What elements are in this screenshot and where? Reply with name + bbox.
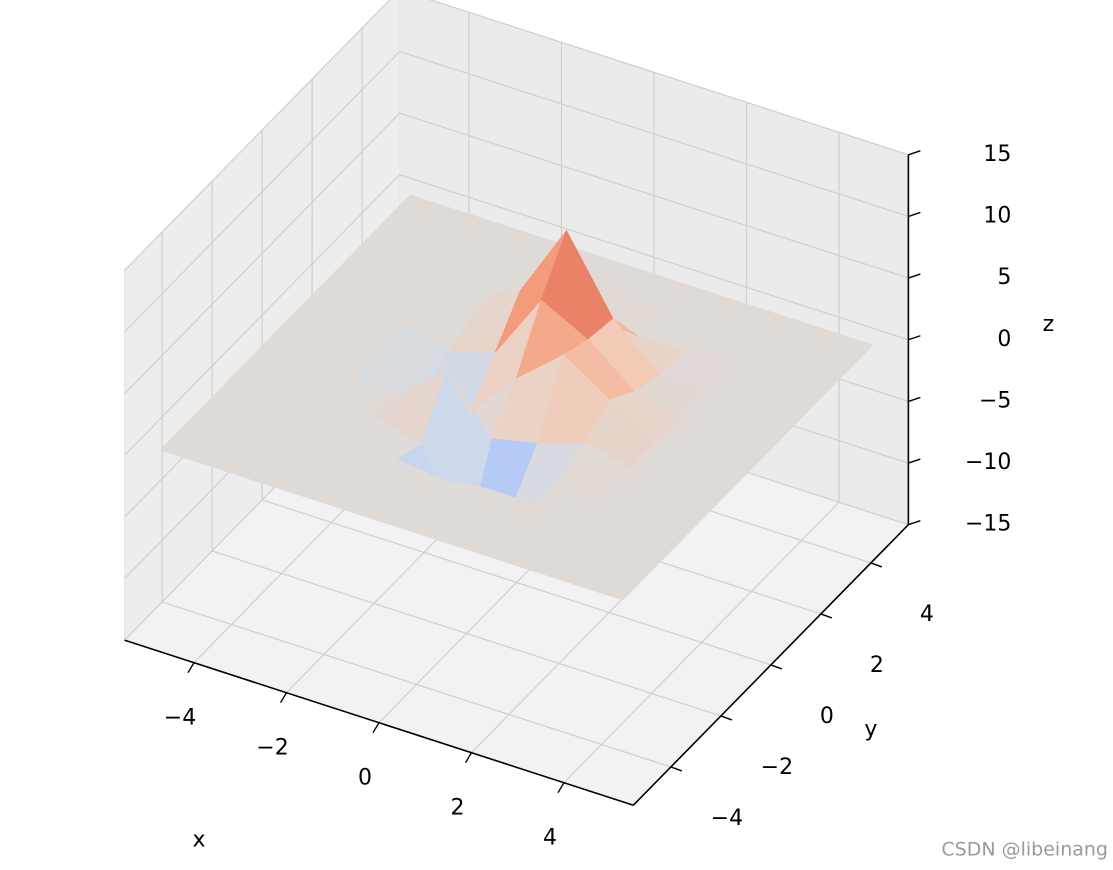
x-tick-label: 2	[451, 796, 465, 821]
grid-line	[124, 112, 401, 395]
x-tick	[279, 692, 288, 704]
watermark: CSDN @libeinang	[941, 839, 1108, 861]
z-tick	[908, 458, 921, 464]
grid-line	[399, 50, 909, 218]
y-tick	[670, 766, 683, 772]
x-tick-label: −4	[164, 706, 196, 731]
y-axis-label: y	[864, 717, 877, 742]
x-tick-label: −2	[256, 736, 288, 761]
z-tick-label: −10	[965, 450, 1011, 475]
x-tick-label: 0	[358, 766, 372, 791]
z-tick	[908, 335, 921, 341]
y-tick-label: −2	[761, 755, 793, 780]
grid-line	[161, 601, 672, 768]
z-tick	[908, 520, 921, 526]
x-tick	[464, 752, 473, 764]
surface-patch	[537, 353, 610, 444]
y-tick-label: 4	[920, 602, 934, 627]
z-tick-label: 15	[983, 142, 1011, 167]
surface-patch	[541, 229, 614, 340]
z-tick	[908, 211, 921, 218]
z-tick-label: −5	[979, 388, 1011, 413]
y-tick-label: 0	[820, 704, 834, 729]
grid-line	[124, 0, 391, 271]
z-tick	[908, 150, 921, 156]
y-tick	[820, 613, 833, 619]
grid-line	[429, 0, 909, 156]
y-tick-label: 2	[870, 653, 884, 678]
z-tick-label: −15	[965, 512, 1011, 537]
z-tick-label: 0	[997, 327, 1011, 352]
z-tick-label: 5	[997, 265, 1011, 290]
x-tick	[372, 722, 380, 734]
x-tick-label: 4	[543, 826, 557, 851]
y-tick-label: −4	[711, 806, 743, 831]
grid-line	[261, 499, 772, 666]
y-tick	[720, 715, 733, 721]
y-tick	[770, 664, 783, 670]
surface-patch	[575, 559, 649, 601]
z-axis-label: z	[1043, 312, 1055, 337]
grid-line	[124, 174, 401, 456]
z-tick	[908, 273, 921, 279]
grid-line	[399, 174, 909, 341]
grid-line	[124, 51, 401, 333]
y-tick	[870, 562, 883, 568]
grid-line	[211, 550, 722, 717]
x-tick	[187, 662, 195, 674]
z-tick-label: 10	[983, 203, 1011, 228]
x-axis-label: x	[192, 828, 205, 853]
grid-line	[399, 112, 909, 279]
x-tick	[557, 782, 565, 794]
z-tick	[908, 396, 921, 403]
